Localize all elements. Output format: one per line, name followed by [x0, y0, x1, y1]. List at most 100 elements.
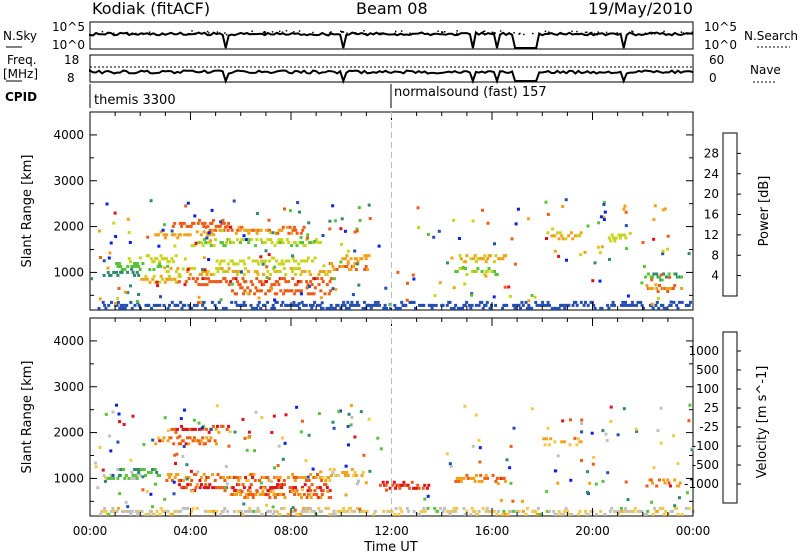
data-mark — [275, 292, 279, 296]
data-mark-scatter — [510, 237, 514, 241]
data-mark — [300, 300, 304, 304]
data-mark-scatter — [344, 493, 348, 497]
nsearch-dot — [224, 32, 226, 34]
data-mark-scatter — [308, 284, 311, 288]
data-mark — [144, 274, 148, 278]
data-mark — [178, 221, 182, 225]
data-mark-scatter — [603, 210, 607, 214]
data-mark — [284, 273, 288, 276]
data-mark — [277, 283, 281, 287]
data-mark — [422, 506, 426, 510]
data-mark — [179, 300, 183, 304]
data-mark — [645, 284, 649, 287]
data-mark — [355, 300, 359, 304]
data-mark — [103, 303, 107, 307]
data-mark-scatter — [259, 255, 263, 259]
data-mark-scatter — [129, 284, 132, 288]
data-mark — [423, 509, 427, 513]
data-mark — [143, 277, 146, 281]
data-mark-scatter — [471, 444, 475, 448]
data-mark — [296, 303, 300, 307]
data-mark — [458, 267, 462, 270]
data-mark-scatter — [94, 461, 97, 465]
data-mark — [115, 303, 119, 307]
data-mark — [206, 270, 210, 273]
data-mark — [247, 256, 251, 260]
data-mark — [214, 224, 218, 228]
data-mark — [582, 303, 586, 307]
data-mark — [166, 509, 170, 513]
data-mark-scatter — [128, 241, 132, 244]
data-mark — [418, 512, 422, 516]
data-mark — [176, 436, 180, 440]
data-mark — [469, 257, 473, 261]
data-mark — [218, 262, 222, 266]
data-mark — [133, 262, 137, 265]
data-mark — [163, 236, 167, 240]
data-mark — [426, 506, 430, 510]
data-mark — [279, 289, 283, 293]
data-mark — [448, 512, 452, 516]
data-mark-scatter — [183, 257, 187, 261]
data-mark — [473, 254, 477, 258]
data-mark-scatter — [259, 481, 263, 485]
data-mark — [449, 306, 453, 310]
data-mark — [291, 256, 295, 260]
data-mark-scatter — [163, 266, 167, 270]
data-mark — [223, 225, 227, 229]
data-mark — [481, 506, 485, 510]
data-mark — [282, 506, 286, 510]
data-mark — [352, 474, 356, 477]
data-mark-scatter — [291, 254, 295, 258]
data-mark-scatter — [544, 200, 548, 204]
data-mark-scatter — [406, 281, 409, 285]
data-mark — [664, 509, 668, 513]
data-mark — [485, 506, 489, 510]
data-mark — [669, 484, 672, 488]
data-mark — [620, 233, 624, 237]
nsearch-dot — [281, 31, 284, 33]
data-mark — [350, 468, 354, 471]
data-mark — [102, 273, 106, 277]
nsearch-dot — [632, 31, 634, 33]
nsearch-dot — [596, 33, 598, 36]
data-mark-scatter — [602, 203, 606, 206]
data-mark — [291, 270, 295, 273]
data-mark — [121, 306, 124, 310]
data-mark-scatter — [353, 230, 357, 234]
data-mark-scatter — [281, 457, 285, 461]
data-mark-scatter — [344, 464, 348, 468]
data-mark-scatter — [205, 236, 209, 240]
data-mark — [599, 509, 603, 513]
data-mark — [122, 468, 125, 471]
data-mark — [521, 509, 525, 513]
data-mark-scatter — [116, 440, 120, 444]
data-mark — [329, 303, 333, 307]
data-mark-scatter — [624, 224, 628, 228]
data-mark — [584, 509, 587, 513]
data-mark-scatter — [661, 208, 665, 212]
data-mark-scatter — [351, 293, 355, 297]
data-mark — [283, 496, 287, 499]
data-mark-scatter — [343, 229, 347, 233]
data-mark — [646, 272, 650, 276]
nsearch-dot — [346, 32, 348, 34]
data-mark — [256, 506, 260, 510]
data-mark-scatter — [355, 262, 359, 266]
nsearch-dot — [354, 32, 357, 34]
data-mark — [211, 486, 215, 490]
data-mark — [674, 272, 678, 276]
cpid-segment-1: themis 3300 — [94, 93, 176, 108]
data-mark — [629, 303, 633, 307]
data-mark — [455, 476, 459, 480]
data-mark-scatter — [261, 262, 265, 266]
data-mark-scatter — [191, 489, 195, 493]
data-mark-scatter — [117, 287, 121, 290]
data-mark — [397, 512, 401, 516]
data-mark — [495, 273, 499, 276]
data-mark — [223, 506, 227, 510]
data-mark — [534, 300, 538, 304]
data-mark — [517, 509, 521, 513]
data-mark — [445, 303, 449, 307]
y-tick-label: 4000 — [53, 334, 84, 348]
